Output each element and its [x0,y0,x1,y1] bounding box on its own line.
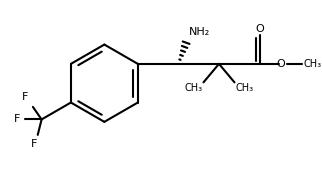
Text: F: F [14,114,20,124]
Text: CH₃: CH₃ [185,83,203,93]
Text: O: O [255,24,264,34]
Text: CH₃: CH₃ [303,59,321,69]
Text: F: F [22,92,28,102]
Text: NH₂: NH₂ [189,27,210,38]
Text: CH₃: CH₃ [235,83,254,93]
Text: O: O [277,59,285,69]
Text: F: F [31,139,37,149]
